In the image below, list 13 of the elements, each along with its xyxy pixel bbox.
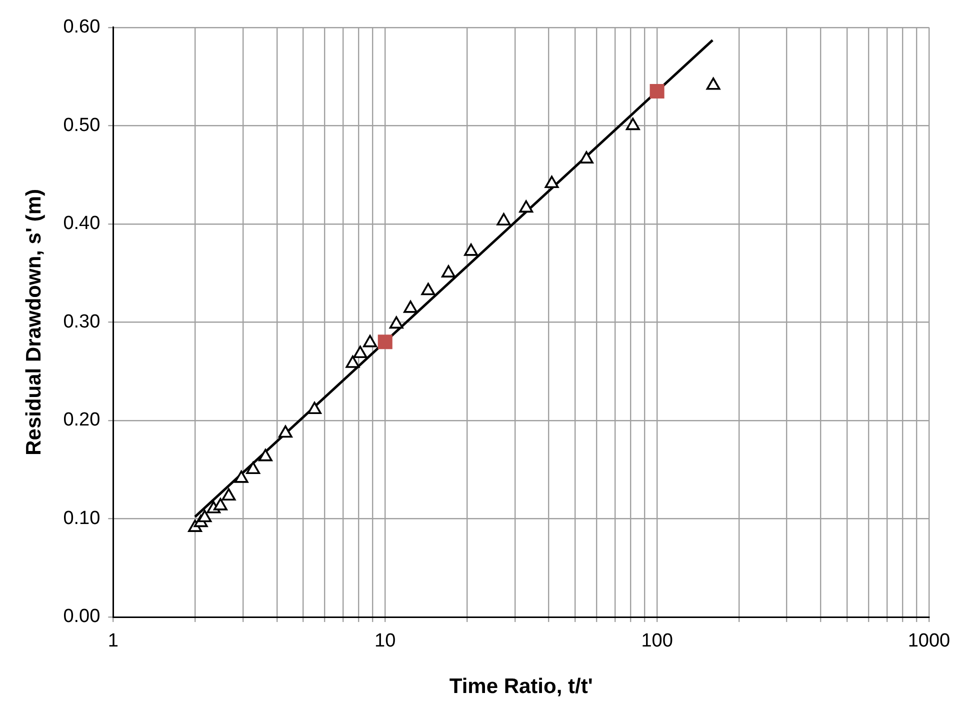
y-tick-label: 0.50 <box>63 114 100 136</box>
x-tick-label: 10 <box>374 630 396 652</box>
y-tick-label: 0.30 <box>63 311 100 332</box>
x-tick-label: 1 <box>108 630 118 652</box>
y-tick-label: 0.60 <box>63 16 100 38</box>
x-tick-label: 1000 <box>908 630 950 652</box>
y-tick-label: 0.20 <box>63 410 100 431</box>
y-axis-title: Residual Drawdown, s' (m) <box>22 189 46 456</box>
x-tick-label: 100 <box>641 630 673 652</box>
y-tick-label: 0.00 <box>63 606 100 628</box>
x-axis-title: Time Ratio, t/t' <box>449 675 593 698</box>
y-tick-label: 0.10 <box>63 508 100 529</box>
y-tick-label: 0.40 <box>63 213 100 234</box>
